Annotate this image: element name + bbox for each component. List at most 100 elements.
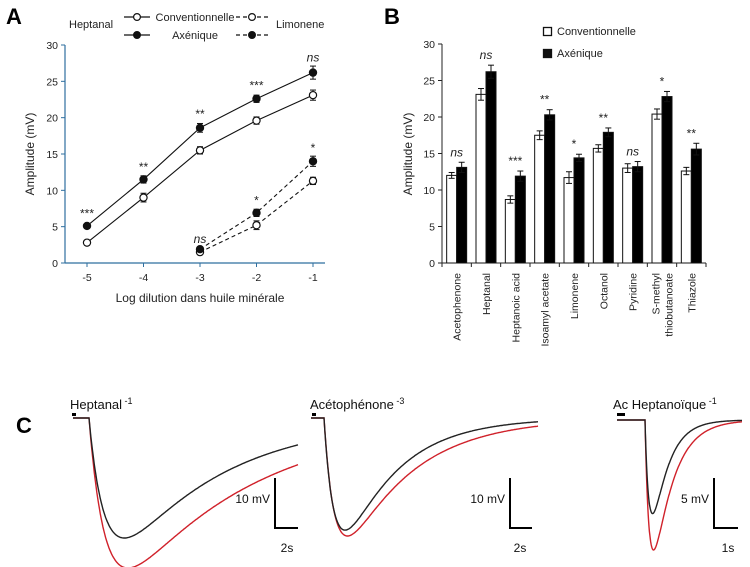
panel-b-bar bbox=[651, 113, 663, 264]
panel-a-y-tick-label: 25 bbox=[46, 76, 58, 88]
panel-a-series-line bbox=[199, 160, 314, 250]
eog-trace-panel: Heptanal -1 10 mV 2s bbox=[70, 396, 299, 567]
panel-b-significance-label: *** bbox=[508, 154, 522, 168]
panel-a-significance-label: ns bbox=[307, 50, 320, 64]
legend-b-conventionnelle: Conventionnelle bbox=[557, 26, 636, 38]
panel-b-significance-label: ** bbox=[687, 126, 697, 140]
panel-b-significance-label: ** bbox=[540, 93, 550, 107]
legend-marker-open bbox=[133, 13, 142, 22]
panel-a-y-tick-label: 20 bbox=[46, 113, 58, 125]
panel-b-y-tick-label: 0 bbox=[429, 258, 435, 270]
legend-marker-filled bbox=[133, 31, 142, 40]
panel-b-significance-label: ns bbox=[480, 48, 493, 62]
panel-b-y-axis-title: Amplitude (mV) bbox=[401, 113, 415, 196]
panel-a-data-point bbox=[308, 176, 318, 186]
trace-dilution-exponent: -1 bbox=[706, 396, 717, 406]
panel-a-y-axis-title: Amplitude (mV) bbox=[23, 113, 37, 196]
panel-b-bar bbox=[622, 167, 634, 264]
panel-b-category-label: S-methyl bbox=[651, 273, 663, 314]
eog-trace-panel: Ac Heptanoïque -1 5 mV 1s bbox=[613, 396, 742, 555]
trace-title: Acétophénone -3 bbox=[310, 396, 404, 412]
panel-a-x-tick-label: -5 bbox=[82, 272, 91, 284]
panel-a-significance-label: *** bbox=[80, 207, 94, 221]
panel-b-significance-label: * bbox=[660, 74, 665, 88]
panel-b-y-tick-label: 10 bbox=[423, 185, 435, 197]
panel-b-category-label: thiobutanoate bbox=[664, 273, 676, 337]
panel-a-y-tick-label: 0 bbox=[52, 258, 58, 270]
panel-label-c: C bbox=[16, 413, 32, 438]
panel-a-significance-label: *** bbox=[249, 79, 263, 93]
panel-label-b: B bbox=[384, 4, 400, 29]
panel-b-bar bbox=[475, 93, 487, 264]
panel-a-data-point bbox=[252, 116, 261, 125]
scale-bar-voltage-label: 5 mV bbox=[681, 492, 709, 506]
legend-limonene-label: Limonene bbox=[276, 19, 324, 31]
panel-a-significance-label: ** bbox=[139, 160, 149, 174]
panel-b-y-tick-label: 25 bbox=[423, 76, 435, 88]
trace-dilution-exponent: -1 bbox=[122, 396, 133, 406]
panel-a-significance-label: * bbox=[254, 194, 259, 208]
panel-b-category-labels: Acetophenone Heptanal Heptanoic acid Isoamy… bbox=[452, 273, 699, 347]
panel-c-traces: Heptanal -1 10 mV 2s Acétophénone -3 10 mV 2s… bbox=[70, 396, 742, 567]
scale-bar-voltage-label: 10 mV bbox=[235, 492, 270, 506]
trace-conventionnelle bbox=[73, 417, 299, 539]
panel-b-y-tick-label: 5 bbox=[429, 222, 435, 234]
panel-a-data-point bbox=[308, 90, 318, 100]
panel-a-x-tick-label: -4 bbox=[139, 272, 148, 284]
panel-a-axes: 0 5 10 15 20 25 30 -5 -4 -3 -2 -1 bbox=[46, 40, 325, 284]
panel-b-y-tick-label: 20 bbox=[423, 112, 435, 124]
trace-conventionnelle bbox=[311, 417, 538, 531]
stimulus-marker bbox=[617, 413, 625, 416]
panel-a-data-point bbox=[195, 123, 205, 133]
legend-heptanal-label: Heptanal bbox=[69, 19, 113, 31]
trace-axenique bbox=[311, 417, 539, 537]
panel-label-a: A bbox=[6, 4, 22, 29]
legend-conventionnelle: Conventionnelle bbox=[156, 12, 235, 24]
trace-dilution-exponent: -3 bbox=[394, 396, 405, 406]
panel-a-data-point bbox=[308, 157, 318, 166]
panel-a-data-point bbox=[82, 221, 92, 231]
panel-b-bar bbox=[446, 174, 458, 264]
panel-a-y-tick-label: 5 bbox=[52, 222, 58, 234]
panel-b-bar bbox=[534, 134, 546, 264]
legend-marker-dashed-open bbox=[248, 13, 257, 22]
trace-axenique bbox=[73, 417, 299, 567]
panel-b-bar bbox=[661, 96, 673, 264]
panel-b-significance-label: ** bbox=[599, 111, 609, 125]
panel-b-category-label: Heptanoic acid bbox=[510, 273, 522, 343]
panel-b-bar bbox=[563, 177, 575, 264]
panel-b-category-label: Heptanal bbox=[481, 273, 493, 315]
legend-b-axenique: Axénique bbox=[557, 48, 603, 60]
panel-a-legend: Heptanal Limonene Conventionnelle Axéniq… bbox=[69, 12, 324, 42]
panel-b-bar bbox=[456, 166, 468, 264]
panel-a-x-tick-label: -1 bbox=[308, 272, 317, 284]
panel-b-bar bbox=[544, 114, 556, 264]
scale-bar-time-label: 2s bbox=[281, 541, 294, 555]
panel-a-x-tick-label: -3 bbox=[195, 272, 204, 284]
panel-a-y-tick-label: 15 bbox=[46, 149, 58, 161]
panel-a-x-axis-title: Log dilution dans huile minérale bbox=[116, 291, 285, 305]
scale-bar-time-label: 1s bbox=[722, 541, 735, 555]
panel-b-category-label: Octanol bbox=[598, 273, 610, 309]
panel-b-bar bbox=[592, 147, 604, 264]
scale-bar-time-label: 2s bbox=[514, 541, 527, 555]
trace-title: Ac Heptanoïque -1 bbox=[613, 396, 717, 412]
trace-title: Heptanal -1 bbox=[70, 396, 133, 412]
scale-bar bbox=[274, 478, 298, 529]
scale-bar bbox=[713, 478, 738, 529]
panel-a-x-tick-label: -2 bbox=[252, 272, 261, 284]
legend-swatch-axenique bbox=[542, 48, 553, 59]
panel-a-series bbox=[82, 65, 318, 257]
panel-b-y-tick-label: 15 bbox=[423, 149, 435, 161]
panel-a-data-point bbox=[252, 221, 261, 230]
panel-b-category-label: Pyridine bbox=[628, 273, 640, 311]
panel-b-bar bbox=[632, 166, 644, 264]
trace-conventionnelle bbox=[617, 419, 742, 515]
panel-a-y-tick-label: 10 bbox=[46, 185, 58, 197]
panel-a-data-point bbox=[139, 193, 148, 202]
panel-a-data-point bbox=[308, 68, 318, 77]
panel-b-bar bbox=[573, 157, 585, 264]
